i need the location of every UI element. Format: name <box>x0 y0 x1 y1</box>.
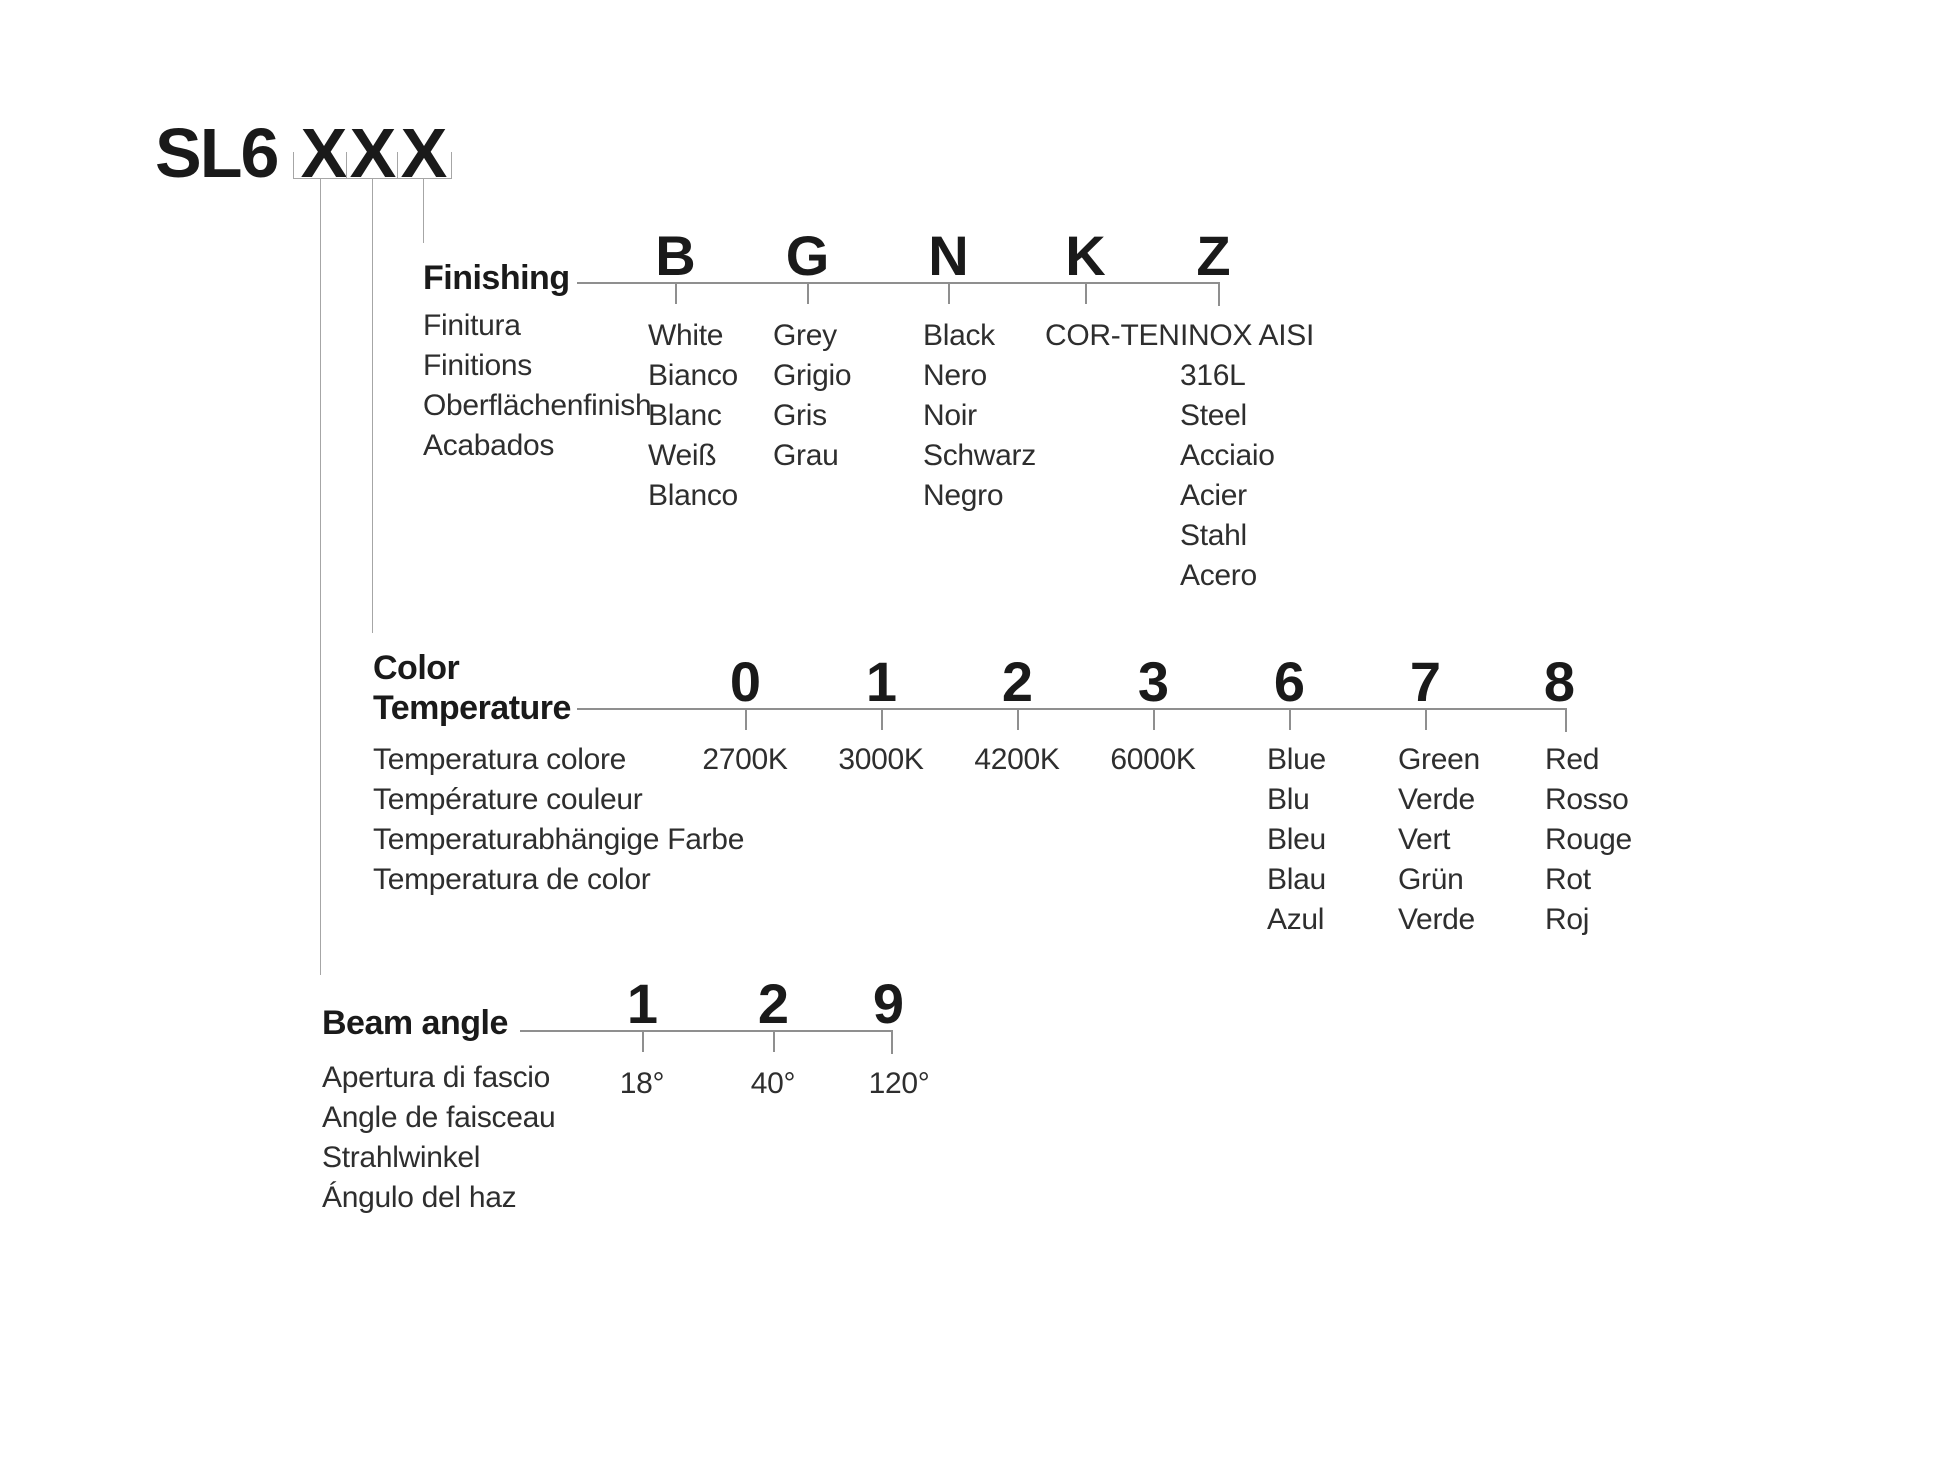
tick-mark <box>1085 282 1087 304</box>
product-code-prefix: SL6 <box>155 114 279 192</box>
beam-angle-code-1: 1 <box>626 972 658 1035</box>
beam-angle-values-120: 120° <box>868 1067 930 1100</box>
color-temperature-values-2700k: 2700K <box>702 743 788 776</box>
finishing-code-B: B <box>655 224 695 287</box>
color-temperature-translations: Temperatura colore Température couleur T… <box>373 743 745 896</box>
tick-mark <box>1017 708 1019 730</box>
tick-mark <box>675 282 677 304</box>
color-temperature-title: Color Temperature <box>373 649 571 727</box>
color-temperature-code-8: 8 <box>1543 650 1575 713</box>
connector-line-finishing <box>423 178 424 243</box>
tick-mark <box>773 1030 775 1052</box>
beam-angle-code-9: 9 <box>872 972 904 1035</box>
beam-angle-values-40: 40° <box>750 1067 796 1100</box>
finishing-translations: Finitura Finitions Oberflächenfinish Aca… <box>423 309 652 462</box>
finishing-rule-line <box>577 282 1220 306</box>
tick-mark <box>948 282 950 304</box>
color-temperature-values-red: Red Rosso Rouge Rot Roj <box>1545 743 1632 936</box>
tick-mark <box>807 282 809 304</box>
beam-angle-values-18: 18° <box>619 1067 665 1100</box>
color-temperature-code-3: 3 <box>1137 650 1169 713</box>
finishing-code-N: N <box>928 224 968 287</box>
finishing-values-inox: INOX AISI 316L Steel Acciaio Acier Stahl… <box>1180 319 1315 592</box>
color-temperature-values-3000k: 3000K <box>838 743 924 776</box>
tick-mark <box>881 708 883 730</box>
code-bracket <box>293 152 452 179</box>
product-code-placeholder-3: X <box>400 114 448 192</box>
beam-angle-code-2: 2 <box>757 972 789 1035</box>
finishing-values-white: White Bianco Blanc Weiß Blanco <box>648 319 738 512</box>
color-temperature-values-green: Green Verde Vert Grün Verde <box>1398 743 1480 936</box>
finishing-code-Z: Z <box>1196 224 1230 287</box>
tick-mark <box>642 1030 644 1052</box>
color-temperature-code-6: 6 <box>1273 650 1305 713</box>
color-temperature-code-2: 2 <box>1001 650 1033 713</box>
finishing-values-corten: COR-TEN <box>1045 319 1180 352</box>
product-code-placeholder-1: X <box>300 114 348 192</box>
color-temperature-code-0: 0 <box>729 650 761 713</box>
finishing-values-grey: Grey Grigio Gris Grau <box>773 319 852 472</box>
beam-angle-translations: Apertura di fascio Angle de faisceau Str… <box>322 1061 556 1214</box>
finishing-title: Finishing <box>423 259 570 297</box>
beam-angle-rule-line <box>520 1030 893 1054</box>
product-code-placeholder-2: X <box>349 114 397 192</box>
color-temperature-code-1: 1 <box>865 650 897 713</box>
bracket-divider <box>397 152 398 178</box>
color-temperature-rule-line <box>577 708 1567 732</box>
tick-mark <box>1289 708 1291 730</box>
tick-mark <box>1425 708 1427 730</box>
finishing-code-K: K <box>1065 224 1105 287</box>
color-temperature-values-6000k: 6000K <box>1110 743 1196 776</box>
finishing-code-G: G <box>785 224 830 287</box>
tick-mark <box>745 708 747 730</box>
connector-line-color-temperature <box>372 178 373 633</box>
tick-mark <box>1153 708 1155 730</box>
beam-angle-title: Beam angle <box>322 1004 508 1042</box>
finishing-values-black: Black Nero Noir Schwarz Negro <box>923 319 1036 512</box>
bracket-divider <box>346 152 347 178</box>
color-temperature-values-4200k: 4200K <box>974 743 1060 776</box>
connector-line-beam-angle <box>320 178 321 975</box>
color-temperature-code-7: 7 <box>1409 650 1441 713</box>
color-temperature-values-blue: Blue Blu Bleu Blau Azul <box>1267 743 1326 936</box>
